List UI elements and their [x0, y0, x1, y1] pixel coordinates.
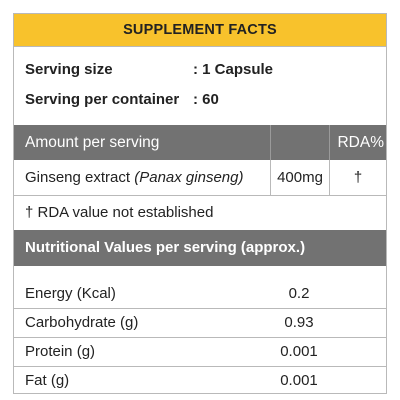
- ingredient-name-cell: Ginseng extract (Panax ginseng): [14, 160, 271, 195]
- nutrient-name: Fat (g): [25, 372, 70, 389]
- serving-size-value: : 1 Capsule: [193, 61, 274, 78]
- nutrition-row-energy: Energy (Kcal) 0.2: [14, 280, 386, 309]
- amount-header-row: Amount per serving RDA%: [14, 125, 386, 160]
- ingredient-amount: 400mg: [271, 160, 330, 195]
- amount-per-serving-header: Amount per serving: [14, 125, 271, 160]
- nutrient-name: Carbohydrate (g): [25, 314, 139, 331]
- nutrient-name: Energy (Kcal): [25, 285, 116, 302]
- panel-title: SUPPLEMENT FACTS: [14, 14, 386, 47]
- rda-footnote: † RDA value not established: [25, 204, 214, 221]
- serving-per-container-label: Serving per container: [25, 91, 180, 108]
- nutrition-row-fat: Fat (g) 0.001: [14, 367, 386, 396]
- serving-size-row: Serving size : 1 Capsule: [25, 61, 273, 78]
- ingredient-rda: †: [353, 169, 363, 186]
- nutrient-value: 0.001: [280, 372, 318, 389]
- ingredient-name: Ginseng extract: [25, 169, 131, 186]
- serving-per-container-row: Serving per container : 60: [25, 91, 219, 108]
- amount-column-header: [271, 125, 330, 160]
- rda-header: RDA%: [337, 134, 384, 151]
- nutrient-value: 0.001: [280, 343, 318, 360]
- serving-size-label: Serving size: [25, 61, 113, 78]
- supplement-facts-panel: SUPPLEMENT FACTS Serving size : 1 Capsule…: [13, 13, 387, 394]
- nutrient-value: 0.2: [288, 285, 310, 302]
- nutrient-value: 0.93: [284, 314, 314, 331]
- ingredient-row: Ginseng extract (Panax ginseng) 400mg †: [14, 160, 386, 196]
- nutrition-row-protein: Protein (g) 0.001: [14, 338, 386, 367]
- nutrition-header: Nutritional Values per serving (approx.): [14, 230, 386, 266]
- nutrient-name: Protein (g): [25, 343, 96, 360]
- ingredient-latin-name: (Panax ginseng): [134, 169, 244, 186]
- nutrition-row-carbohydrate: Carbohydrate (g) 0.93: [14, 309, 386, 338]
- serving-per-container-value: : 60: [193, 91, 219, 108]
